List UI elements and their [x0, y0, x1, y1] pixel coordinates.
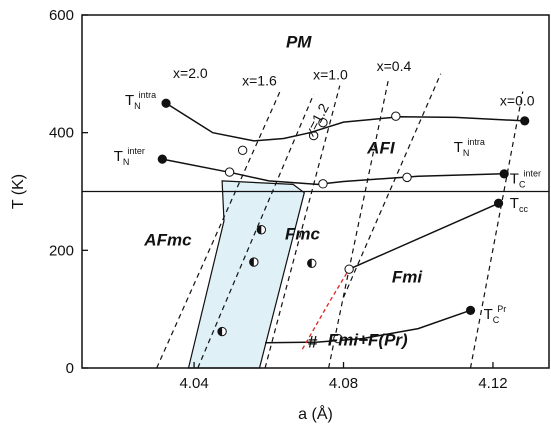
- temperature-superscript: inter: [127, 146, 145, 156]
- composition-label: x=1.6: [242, 73, 277, 89]
- half-filled-marker: [249, 257, 259, 267]
- temperature-subscript: N: [463, 148, 470, 158]
- temperature-subscript: N: [123, 157, 130, 167]
- transition-curve: [162, 158, 505, 186]
- filled-marker: [493, 198, 504, 208]
- y-axis-title: T (K): [10, 174, 27, 209]
- composition-line: [197, 94, 315, 369]
- composition-line: [264, 85, 341, 369]
- filled-marker: [157, 154, 167, 164]
- open-marker: [318, 179, 328, 189]
- composition-line: [469, 91, 524, 369]
- temperature-label: TNintra: [454, 137, 485, 158]
- temperature-label: TNintra: [125, 90, 156, 111]
- x-tick-label: 4.12: [478, 375, 507, 392]
- phase-label: Fmi: [392, 268, 424, 287]
- temperature-symbol: T: [510, 170, 519, 187]
- transition-curve: [165, 102, 525, 142]
- temperature-label: TNinter: [114, 146, 145, 167]
- half-marker-fill: [217, 327, 223, 336]
- y-tick-label: 600: [49, 7, 74, 24]
- phase-label: #: [308, 332, 318, 351]
- temperature-subscript: cc: [519, 204, 529, 214]
- phase-label: Fmc: [285, 225, 321, 244]
- temperature-symbol: T: [510, 195, 519, 212]
- composition-line: [342, 73, 442, 298]
- temperature-subscript: C: [519, 179, 526, 189]
- half-marker-fill: [257, 225, 262, 234]
- composition-label: x=2.0: [173, 65, 208, 81]
- composition-line: [156, 91, 281, 369]
- transition-curve: [348, 202, 499, 270]
- plot-frame: [81, 14, 550, 369]
- half-filled-marker: [217, 326, 227, 337]
- temperature-label: Tcc: [510, 195, 529, 214]
- phase-label: AFmc: [143, 231, 192, 250]
- filled-marker: [520, 116, 530, 126]
- phase-label: PM: [286, 32, 312, 51]
- y-tick-label: 200: [49, 242, 74, 259]
- temperature-superscript: Pr: [497, 304, 506, 314]
- temperature-superscript: intra: [139, 90, 157, 100]
- temperature-label: TCPr: [484, 304, 507, 325]
- phase-label: Fmi+F(Pr): [328, 331, 408, 350]
- half-filled-marker: [307, 258, 317, 268]
- open-marker: [224, 167, 235, 177]
- temperature-symbol: T: [484, 306, 493, 323]
- y-tick-label: 0: [66, 360, 74, 377]
- temperature-subscript: C: [493, 315, 500, 325]
- x-axis-title: a (Å): [298, 404, 333, 423]
- filled-marker: [499, 169, 509, 179]
- composition-label: x=0.4: [377, 58, 412, 74]
- shaded-region: [187, 180, 305, 369]
- open-marker: [391, 111, 401, 121]
- temperature-symbol: T: [114, 148, 123, 165]
- open-marker: [308, 130, 319, 141]
- half-marker-fill: [307, 259, 312, 268]
- x-tick-label: 4.08: [329, 375, 358, 392]
- y-tick-label: 400: [49, 125, 74, 142]
- temperature-subscript: N: [134, 101, 141, 111]
- temperature-superscript: intra: [467, 137, 485, 147]
- filled-marker: [465, 305, 476, 315]
- open-marker: [402, 172, 412, 183]
- half-filled-marker: [256, 225, 267, 235]
- composition-label: x=1.0: [313, 67, 348, 83]
- temperature-symbol: T: [125, 92, 134, 109]
- half-marker-fill: [249, 257, 254, 267]
- open-marker: [344, 264, 354, 274]
- red-dashed-curve: [301, 268, 350, 350]
- temperature-symbol: T: [454, 139, 463, 156]
- temperature-label: TCinter: [510, 168, 541, 189]
- composition-label: x=0.0: [500, 93, 535, 109]
- open-marker: [318, 117, 328, 128]
- temperature-superscript: inter: [523, 168, 541, 178]
- filled-marker: [161, 98, 171, 108]
- open-marker: [333, 333, 343, 344]
- x-tick-label: 4.04: [179, 375, 208, 392]
- phase-label: AFI: [366, 138, 396, 157]
- open-marker: [237, 145, 248, 156]
- transition-curve: [265, 309, 471, 344]
- composition-line: [328, 79, 389, 369]
